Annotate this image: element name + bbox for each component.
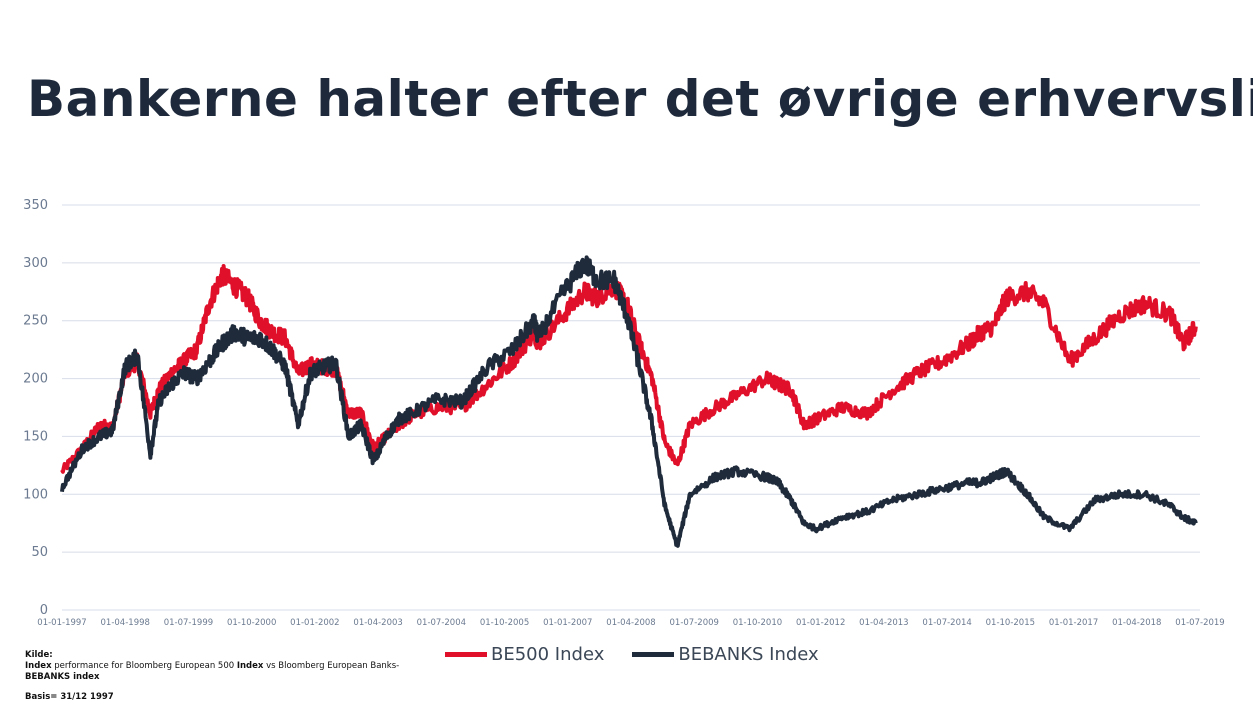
x-tick-label: 01-07-1999 [164, 618, 213, 628]
x-tick-label: 01-01-2007 [543, 618, 592, 628]
x-tick-label: 01-10-2015 [986, 618, 1035, 628]
x-tick-label: 01-01-2017 [1049, 618, 1098, 628]
legend-item-be500: BE500 Index [445, 644, 604, 665]
x-tick-label: 01-04-1998 [101, 618, 150, 628]
gridlines [62, 204, 1200, 611]
x-axis-ticks: 01-01-1997 01-04-1998 01-07-1999 01-10-2000… [37, 618, 1224, 628]
x-tick-label: 01-04-2018 [1112, 618, 1161, 628]
x-tick-label: 01-10-2010 [733, 618, 782, 628]
series-lines [60, 255, 1198, 548]
basis-note: Basis= 31/12 1997 [25, 692, 114, 702]
legend-swatch-be500 [445, 652, 487, 657]
page-title: Bankerne halter efter det øvrige erhverv… [27, 70, 1253, 128]
y-tick-label: 250 [23, 314, 48, 329]
y-tick-label: 350 [23, 198, 48, 213]
source-note: Kilde: Index performance for Bloomberg E… [25, 650, 405, 703]
y-tick-label: 0 [40, 603, 48, 618]
legend-label-be500: BE500 Index [491, 644, 605, 665]
x-tick-label: 01-07-2014 [922, 618, 971, 628]
series-line-be500 [60, 264, 1198, 474]
x-tick-label: 01-10-2005 [480, 618, 529, 628]
y-tick-label: 100 [23, 487, 48, 502]
x-tick-label: 01-07-2019 [1175, 618, 1224, 628]
x-tick-label: 01-04-2013 [859, 618, 908, 628]
legend: BE500 Index BEBANKS Index [445, 644, 819, 665]
y-tick-label: 50 [31, 545, 48, 560]
source-label: Kilde: [25, 650, 53, 660]
line-chart: 0 50 100 150 200 250 300 350 01-01-1997 01-04-19… [23, 198, 1225, 628]
x-tick-label: 01-07-2009 [670, 618, 719, 628]
x-tick-label: 01-01-2002 [290, 618, 339, 628]
y-tick-label: 200 [23, 372, 48, 387]
legend-item-bebanks: BEBANKS Index [632, 644, 819, 665]
legend-swatch-bebanks [632, 652, 675, 657]
legend-label-bebanks: BEBANKS Index [678, 644, 819, 665]
x-tick-label: 01-10-2000 [227, 618, 276, 628]
series-line-bebanks [60, 255, 1198, 548]
y-axis-ticks: 0 50 100 150 200 250 300 350 [23, 198, 48, 618]
x-tick-label: 01-04-2003 [353, 618, 402, 628]
x-tick-label: 01-07-2004 [417, 618, 466, 628]
y-tick-label: 300 [23, 256, 48, 271]
y-tick-label: 150 [23, 429, 48, 444]
x-tick-label: 01-01-1997 [37, 618, 86, 628]
x-tick-label: 01-04-2008 [606, 618, 655, 628]
x-tick-label: 01-01-2012 [796, 618, 845, 628]
source-description: Index performance for Bloomberg European… [25, 661, 400, 682]
